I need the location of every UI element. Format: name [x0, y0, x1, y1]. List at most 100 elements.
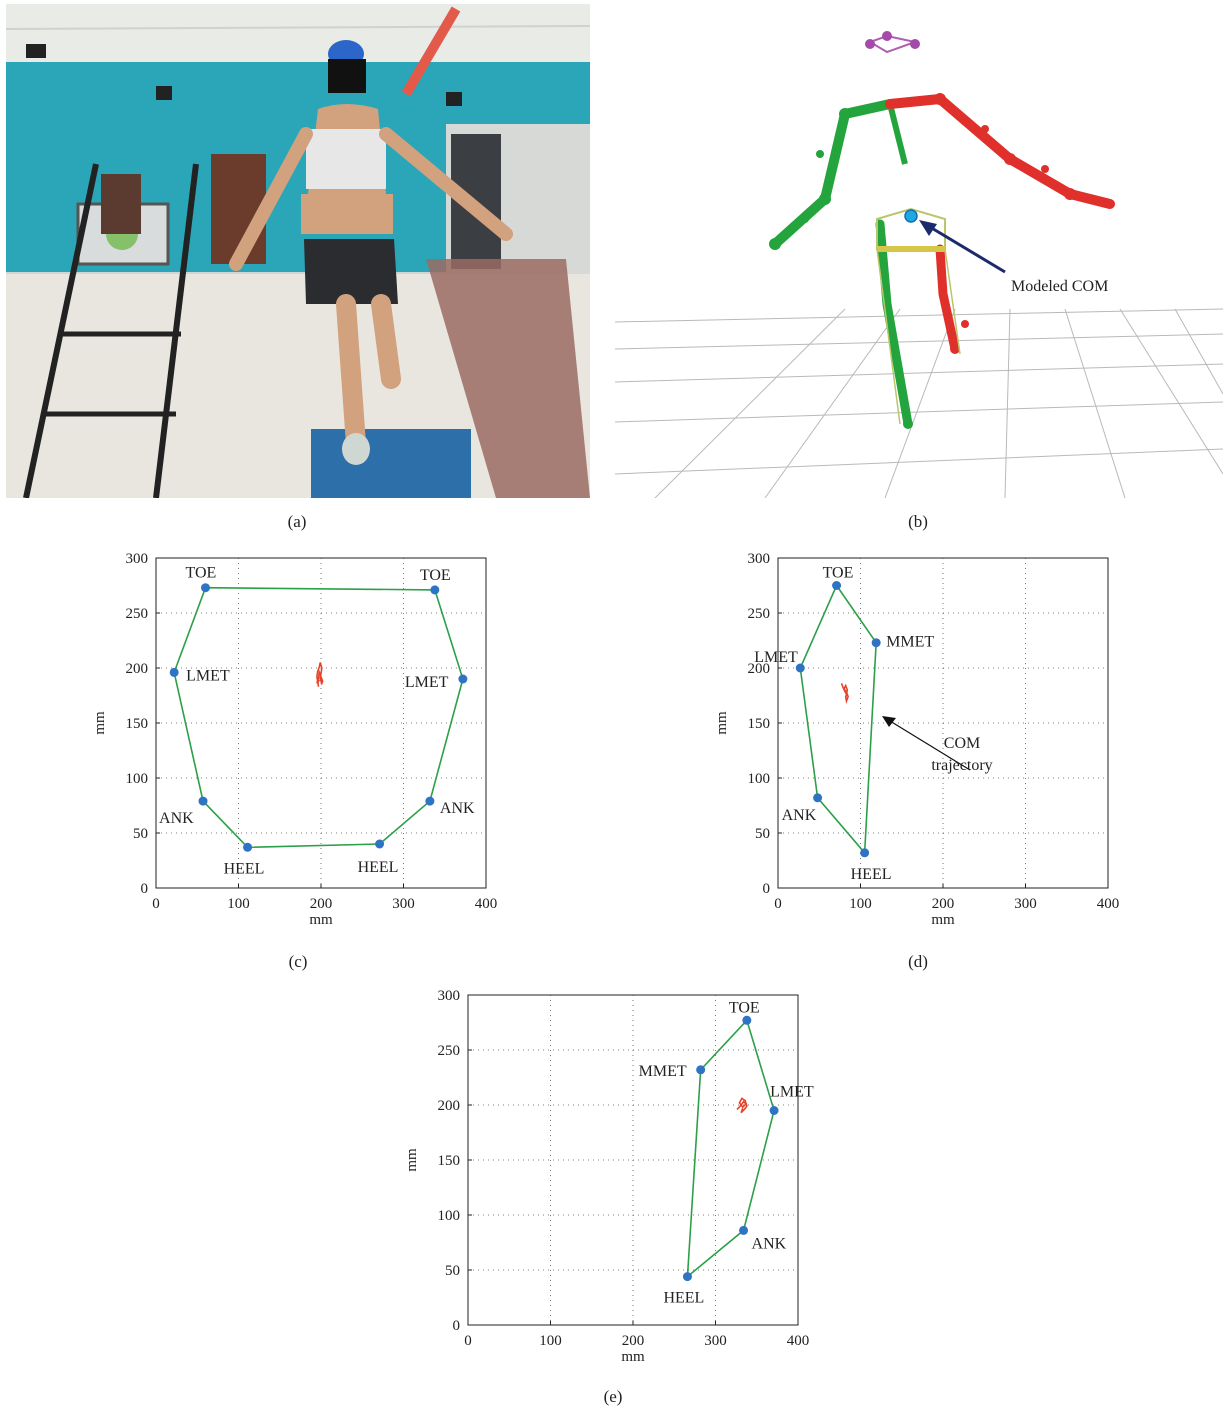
photo-panel [5, 4, 591, 499]
y-tick-label: 0 [763, 881, 771, 897]
caption-e: (e) [603, 1387, 623, 1406]
plot-c-svg: 0 100 200 300 400 0 50 100 150 200 250 300 mm mm TOE TO… [92, 551, 498, 928]
com-trajectory-line [736, 1097, 748, 1114]
marker-label: TOE [823, 565, 854, 582]
x-axis-label: mm [621, 1349, 645, 1365]
skeleton-model: Modeled COM [614, 31, 1223, 499]
com-annotation-arrow [889, 720, 971, 771]
marker-point [742, 1015, 752, 1025]
y-tick-label: 150 [438, 1153, 461, 1169]
com-annotation-label: COM [944, 735, 980, 752]
marker-label: LMET [754, 649, 798, 666]
x-tick-label: 300 [392, 896, 415, 912]
marker-point [696, 1065, 706, 1075]
x-axis-label: mm [309, 912, 333, 928]
com-trajectory-line [316, 662, 324, 687]
y-tick-label: 50 [445, 1263, 460, 1279]
marker-label: HEEL [224, 860, 265, 877]
marker-label: TOE [186, 565, 217, 582]
marker-point [860, 848, 870, 858]
right-skeleton [885, 93, 1115, 354]
x-tick-label: 300 [1014, 896, 1037, 912]
x-tick-label: 300 [704, 1333, 727, 1349]
com-trajectory-line [840, 683, 849, 704]
x-tick-label: 400 [787, 1333, 810, 1349]
x-tick-label: 400 [475, 896, 498, 912]
x-tick-label: 200 [932, 896, 955, 912]
y-tick-label: 200 [438, 1098, 461, 1114]
marker-label: ANK [159, 810, 194, 827]
marker-label: ANK [752, 1235, 787, 1252]
y-tick-label: 200 [748, 661, 771, 677]
y-tick-label: 0 [141, 881, 149, 897]
y-tick-label: 300 [438, 988, 461, 1004]
base-of-support-polygon [686, 1018, 775, 1279]
y-tick-label: 50 [755, 826, 770, 842]
marker-point [458, 674, 468, 684]
base-of-support-polygon [799, 583, 877, 855]
marker-label: MMET [639, 1063, 687, 1080]
y-axis-label: mm [714, 711, 730, 735]
y-tick-label: 150 [126, 716, 149, 732]
x-axis-label: mm [931, 912, 955, 928]
marker-label: TOE [729, 999, 760, 1016]
marker-point [682, 1272, 692, 1282]
caption-b: (b) [908, 512, 928, 531]
plot-d: 0 100 200 300 400 0 50 100 150 200 250 300 mm mm TOE MM… [712, 548, 1132, 938]
marker-point [375, 839, 385, 849]
marker-point [739, 1225, 749, 1235]
left-skeleton [769, 99, 913, 429]
pelvis [876, 207, 961, 425]
marker-label: ANK [782, 807, 817, 824]
marker-label: TOE [420, 567, 451, 584]
lab-photo [5, 4, 591, 499]
marker-label: HEEL [358, 859, 399, 876]
head-markers [865, 31, 920, 54]
y-tick-label: 50 [133, 826, 148, 842]
plot-e: 0 100 200 300 400 0 50 100 150 200 250 300 mm mm TOE LM… [402, 985, 822, 1375]
caption-d: (d) [908, 952, 928, 971]
plot-c: 0 100 200 300 400 0 50 100 150 200 250 300 mm mm TOE TO… [90, 548, 510, 938]
x-tick-label: 100 [227, 896, 250, 912]
marker-label: HEEL [663, 1290, 704, 1307]
marker-label: MMET [886, 634, 934, 651]
marker-label: HEEL [851, 866, 892, 883]
x-tick-label: 0 [152, 896, 160, 912]
x-tick-label: 200 [310, 896, 333, 912]
marker-point [169, 667, 179, 677]
com-arrow [924, 222, 1006, 274]
y-tick-label: 200 [126, 661, 149, 677]
y-tick-label: 0 [453, 1318, 461, 1334]
x-tick-label: 400 [1097, 896, 1120, 912]
marker-point [243, 842, 253, 852]
y-tick-label: 250 [438, 1043, 461, 1059]
marker-point [769, 1106, 779, 1115]
plot-e-svg: 0 100 200 300 400 0 50 100 150 200 250 300 mm mm TOE LM… [404, 988, 814, 1365]
y-tick-label: 250 [748, 606, 771, 622]
x-tick-label: 100 [849, 896, 872, 912]
y-tick-label: 100 [748, 771, 771, 787]
modeled-com-label: Modeled COM [1011, 278, 1108, 295]
marker-label: ANK [440, 800, 475, 817]
marker-point [795, 663, 805, 673]
marker-point [832, 581, 842, 590]
marker-point [430, 585, 440, 595]
skeleton-panel: Modeled COM [614, 4, 1223, 499]
x-tick-label: 0 [464, 1333, 472, 1349]
marker-label: LMET [186, 667, 230, 684]
y-tick-label: 100 [126, 771, 149, 787]
com-marker [904, 209, 918, 223]
y-axis-label: mm [404, 1148, 420, 1172]
com-arrowhead [919, 220, 937, 236]
x-tick-label: 0 [774, 896, 782, 912]
caption-a: (a) [287, 512, 307, 531]
com-annotation-label: trajectory [931, 757, 992, 774]
y-tick-label: 100 [438, 1208, 461, 1224]
y-tick-label: 300 [748, 551, 771, 567]
plot-d-svg: 0 100 200 300 400 0 50 100 150 200 250 300 mm mm TOE MM… [714, 551, 1120, 928]
floor-grid [614, 308, 1223, 499]
marker-point [201, 583, 210, 593]
marker-label: LMET [405, 674, 449, 691]
marker-label: LMET [770, 1084, 814, 1101]
x-tick-label: 100 [539, 1333, 562, 1349]
